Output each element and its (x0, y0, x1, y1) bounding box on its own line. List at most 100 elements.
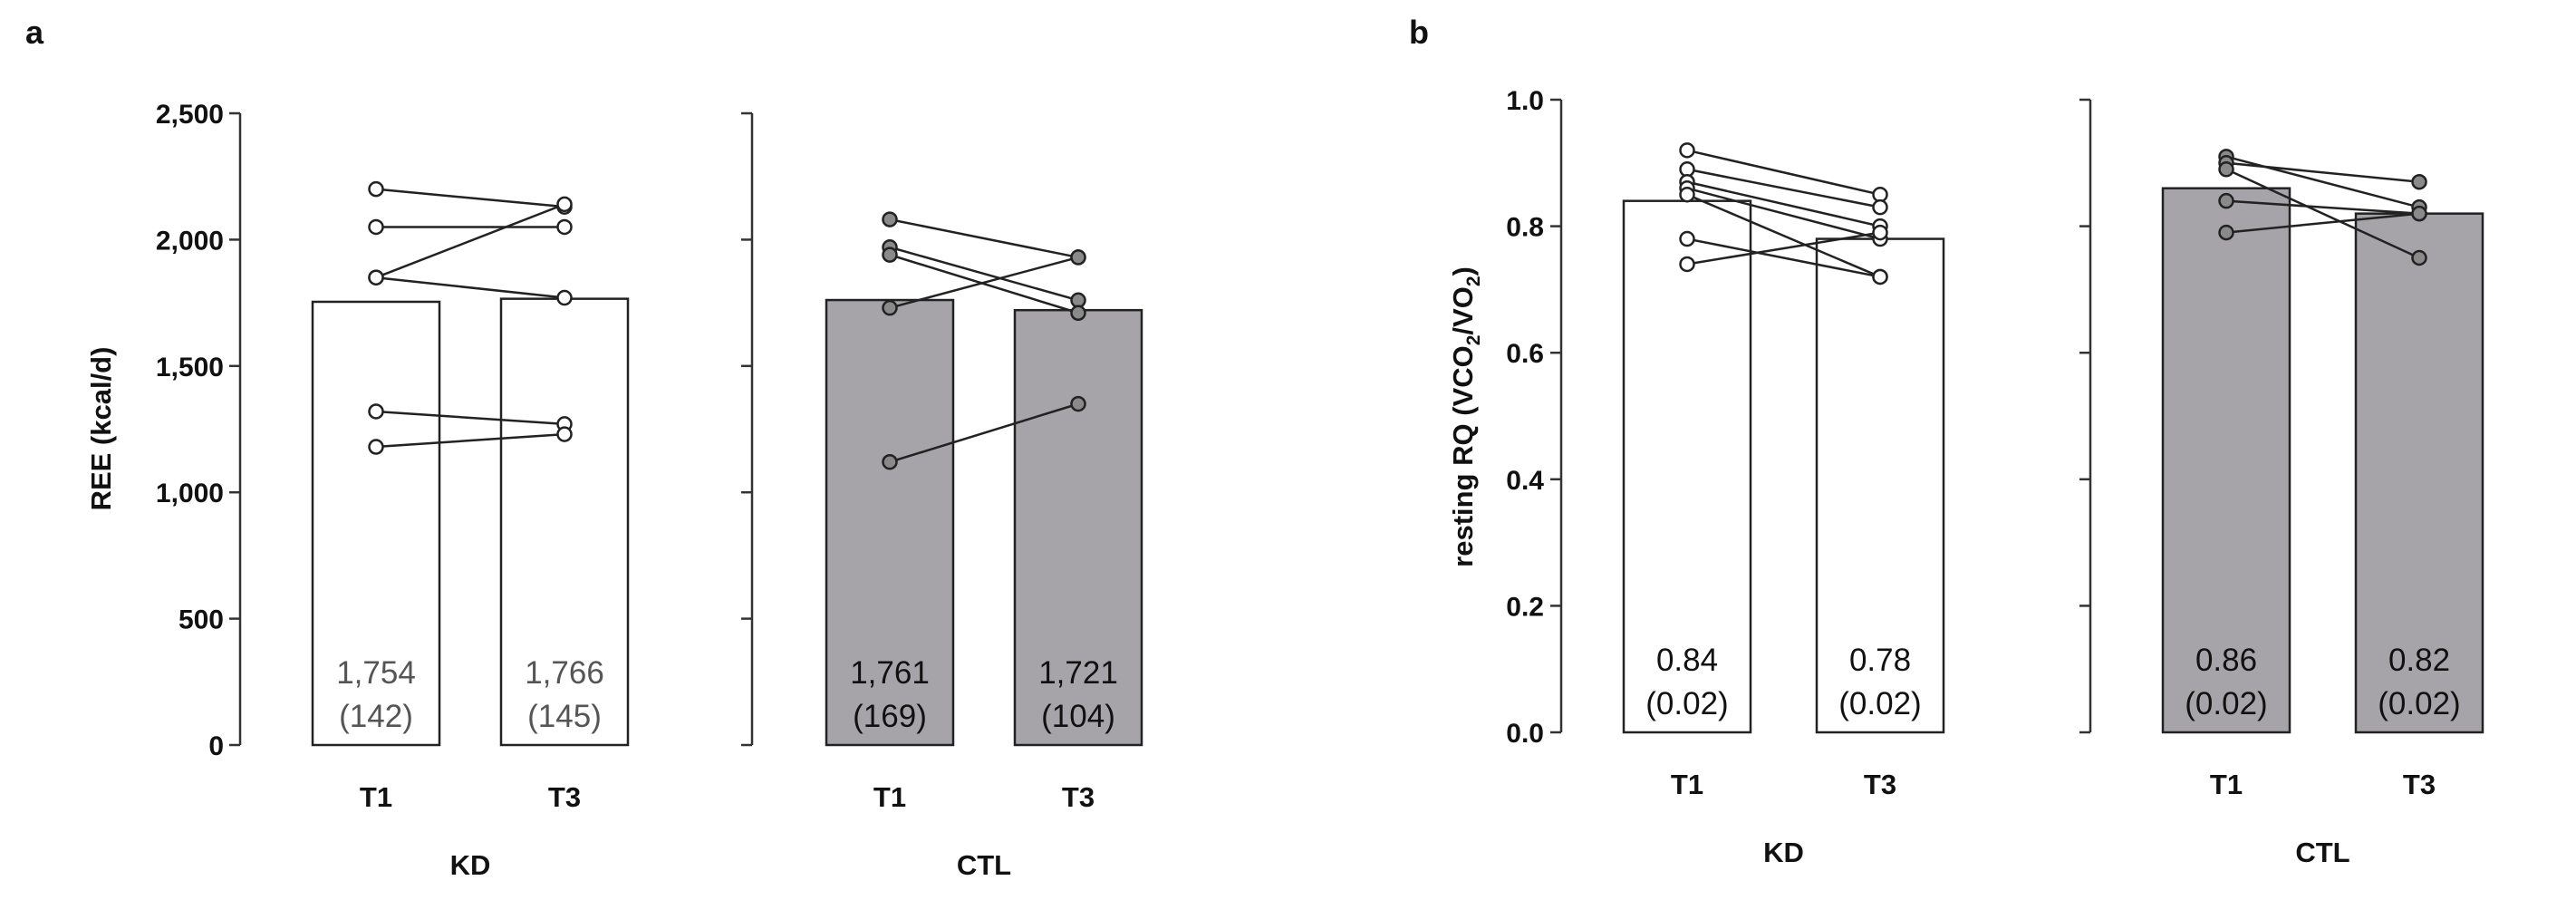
x-tick-label: T1 (360, 781, 392, 813)
paired-line (375, 410, 565, 426)
x-tick-label: T3 (2403, 769, 2436, 800)
x-tick-label: T3 (1062, 781, 1095, 813)
data-point (882, 211, 898, 227)
data-point (2411, 173, 2427, 190)
bar-ctl-t1 (825, 298, 955, 747)
paired-line (889, 246, 1079, 302)
data-point (1679, 186, 1695, 203)
bar-value-label: 0.86 (2195, 643, 2257, 678)
group-label-ctl: CTL (957, 849, 1011, 881)
paired-line (1686, 168, 1881, 208)
data-point (1872, 268, 1888, 285)
data-point (1872, 198, 1888, 216)
bar-kd-t1 (1622, 199, 1752, 734)
data-point (2218, 161, 2234, 178)
group-label-kd: KD (450, 849, 491, 881)
paired-line (375, 276, 565, 299)
data-point (368, 180, 384, 198)
data-point (2411, 205, 2427, 222)
paired-line (2225, 212, 2420, 234)
bar-ctl-t3 (2354, 212, 2484, 734)
bar-kd-t3 (1815, 237, 1945, 734)
bar-sd-label: (0.02) (2378, 686, 2460, 721)
data-point (2411, 249, 2427, 266)
x-tick-label: T3 (1864, 769, 1896, 800)
y-tick-label: 1.0 (1506, 86, 1544, 116)
data-point (1070, 249, 1086, 266)
bar-sd-label: (0.02) (2185, 686, 2267, 721)
paired-line (889, 402, 1079, 463)
paired-line (889, 218, 1079, 259)
data-point (368, 403, 384, 420)
y-tick-label: 1,000 (156, 479, 224, 508)
bar-ctl-t1 (2161, 187, 2291, 734)
data-point (1679, 142, 1695, 159)
bar-kd-t1 (311, 300, 441, 747)
paired-line (1686, 187, 1881, 240)
paired-line (1686, 231, 1881, 266)
paired-line (375, 203, 565, 279)
bar-sd-label: (169) (853, 699, 927, 734)
y-tick-label: 0 (208, 731, 224, 761)
data-point (882, 247, 898, 263)
paired-line (1686, 149, 1881, 196)
y-tick-label: 500 (178, 605, 224, 635)
y-axis-label-part: /VO (1447, 286, 1479, 334)
y-tick-label: 1,500 (156, 353, 224, 382)
bar-sd-label: (104) (1041, 699, 1115, 734)
paired-line (2225, 199, 2420, 215)
data-point (1070, 395, 1086, 412)
paired-line (1686, 237, 1881, 278)
bar-value-label: 1,761 (850, 655, 930, 691)
data-point (368, 439, 384, 455)
y-axis-label: REE (kcal/d) (85, 347, 117, 511)
paired-line (2225, 161, 2420, 183)
data-point (1679, 230, 1695, 247)
data-point (556, 218, 573, 236)
data-point (1679, 256, 1695, 273)
y-tick-label: 2,500 (156, 100, 224, 130)
group-label-kd: KD (1763, 837, 1804, 868)
panel-label-a: a (25, 14, 44, 51)
data-point (556, 289, 573, 306)
data-point (882, 299, 898, 316)
y-tick-label: 0.4 (1506, 466, 1544, 496)
paired-line (889, 256, 1079, 309)
subscript: 2 (1463, 276, 1484, 286)
paired-line (2225, 168, 2420, 259)
data-point (368, 269, 384, 285)
y-tick-label: 0.0 (1506, 719, 1544, 749)
data-point (1872, 224, 1888, 241)
y-axis-label-part: ) (1447, 266, 1479, 276)
data-point (882, 453, 898, 470)
bar-sd-label: (0.02) (1838, 686, 1921, 721)
data-point (556, 196, 573, 213)
y-tick-label: 0.6 (1506, 339, 1544, 369)
bar-ctl-t3 (1013, 308, 1143, 747)
paired-line (889, 253, 1079, 315)
bar-value-label: 0.78 (1849, 643, 1911, 678)
y-tick-label: 0.8 (1506, 213, 1544, 243)
panel-label-b: b (1409, 14, 1429, 51)
y-tick-label: 2,000 (156, 226, 224, 256)
data-point (1070, 305, 1086, 322)
paired-line (1686, 193, 1881, 278)
bar-sd-label: (0.02) (1645, 686, 1728, 721)
subscript: 2 (1463, 335, 1484, 346)
bar-value-label: 1,766 (525, 655, 604, 691)
x-tick-label: T1 (1671, 769, 1703, 800)
paired-line (375, 432, 565, 449)
bar-value-label: 1,721 (1038, 655, 1118, 691)
y-axis-label: resting RQ (VCO2/VO2) (1447, 266, 1484, 567)
paired-line (1686, 180, 1881, 227)
x-tick-label: T1 (2210, 769, 2243, 800)
y-axis-label-part: resting RQ (VCO (1447, 345, 1479, 567)
bar-sd-label: (142) (339, 699, 413, 734)
group-label-ctl: CTL (2295, 837, 2349, 868)
bar-value-label: 0.82 (2388, 643, 2450, 678)
data-point (2218, 192, 2234, 209)
bar-value-label: 1,754 (336, 655, 416, 691)
x-tick-label: T3 (548, 781, 581, 813)
x-tick-label: T1 (873, 781, 906, 813)
